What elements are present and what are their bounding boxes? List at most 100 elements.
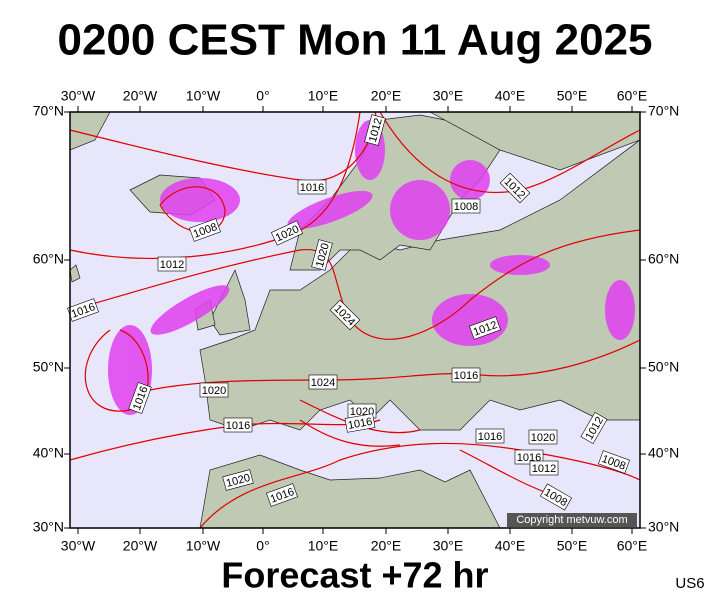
isobar-value: 1016 [226,420,250,432]
isobar-label-box [598,450,630,474]
isobar [199,442,641,529]
latitude-label: 40°N [33,445,64,461]
isobar-label: 1016 [475,428,505,444]
isobar-label: 1020 [199,382,229,398]
isobar-value: 1012 [532,463,556,475]
isobar-value: 1016 [347,416,373,432]
latitude-label: 40°N [648,445,679,461]
forecast-label: Forecast +72 hr [221,555,488,596]
isobar-label-box [270,220,304,246]
isobar-label-box [223,417,253,433]
precipitation [108,120,635,415]
isobar-label-box [528,429,558,445]
isobar-label: 1012 [157,256,187,272]
isobar-label-box [266,483,298,507]
longitude-label: 30°W [61,538,96,554]
isobar-label: 1016 [451,367,481,383]
rain-area [605,280,635,340]
isobar-value: 1020 [202,385,226,397]
longitude-label: 60°E [617,538,648,554]
isobar-label-box [128,382,152,414]
isobar-value: 1020 [531,432,555,444]
isobar-label-box [222,469,254,491]
latitude-label: 30°N [33,519,64,535]
longitude-label: 30°E [433,88,464,104]
isobar-label-box [189,218,221,242]
isobar-label-box [469,316,501,340]
rain-area [287,190,373,230]
isobar-label-box [475,428,505,444]
isobar-label-box [514,449,544,465]
longitude-label: 10°E [308,538,339,554]
frame-ticks [64,106,646,534]
isobar-label: 1008 [451,198,481,214]
longitude-label: 50°E [557,88,588,104]
copyright-box [507,513,637,527]
latitude-label: 50°N [648,359,679,375]
model-label: US6 [675,575,704,592]
isobar-label-box [580,411,608,445]
longitude-label: 10°W [186,538,221,554]
isobar-value: 1024 [311,377,335,389]
longitude-label: 30°W [61,88,96,104]
isobar-label-box [308,374,338,390]
title: 0200 CEST Mon 11 Aug 2025 [57,16,652,65]
rain-area [390,180,450,240]
rain-area [450,160,490,200]
isobar [149,339,641,391]
faroe [69,264,81,283]
isobar-label-box [157,256,187,272]
latitude-label: 70°N [648,103,679,119]
isobar-label-box [451,198,481,214]
isobar-label: 1016 [297,179,327,195]
longitude-label: 60°E [617,88,648,104]
longitude-label: 20°W [123,538,158,554]
longitude-label: 40°E [495,538,526,554]
rain-area [150,285,230,335]
longitude-label: 40°E [495,88,526,104]
isobar-label: 1012 [529,460,559,476]
africa [199,454,501,529]
isobar [84,329,149,412]
isobar-label-box [199,382,229,398]
isobar-label-box [451,367,481,383]
map-frame [69,111,641,529]
latitude-label: 60°N [648,251,679,267]
isobar-value: 1016 [300,182,324,194]
longitude-label: 0° [256,88,269,104]
isobar-label: 1016 [344,413,376,433]
isobar-label-box [311,239,333,271]
isobar-label-box [539,483,573,511]
isobar-label: 1012 [364,114,386,146]
rain-area [160,178,240,222]
longitude-label: 10°E [308,88,339,104]
isobar-label-box [529,460,559,476]
longitude-label: 50°E [557,538,588,554]
graticule-labels: 30°W 30°W 20°W 20°W 10°W 10°W 0° 0° 10°E 10°E 20°E… [33,88,680,554]
longitude-label: 30°E [433,538,464,554]
europe [199,139,641,431]
longitude-label: 20°W [123,88,158,104]
isobar-value: 1012 [160,259,184,271]
longitude-label: 0° [256,538,269,554]
isobar-label: 1020 [222,469,254,491]
isobar-label-box [364,114,386,146]
longitude-label: 10°W [186,88,221,104]
isobar-value: 1008 [454,201,478,213]
isobar [159,186,226,233]
latitude-label: 70°N [33,103,64,119]
isobar-label: 1024 [308,374,338,390]
isobar-value: 1016 [454,370,478,382]
latitude-label: 50°N [33,359,64,375]
isobar-label-box [297,179,327,195]
latitude-label: 30°N [648,519,679,535]
isobar-label-box [344,413,376,433]
isobar-label: 1016 [223,417,253,433]
isobar-label: 1020 [528,429,558,445]
isobar-label-box [499,172,531,204]
isobar-label: 1020 [311,239,333,271]
isobar-label-box [329,299,361,331]
copyright: Copyright metvuw.com [516,514,627,526]
longitude-label: 20°E [371,538,402,554]
